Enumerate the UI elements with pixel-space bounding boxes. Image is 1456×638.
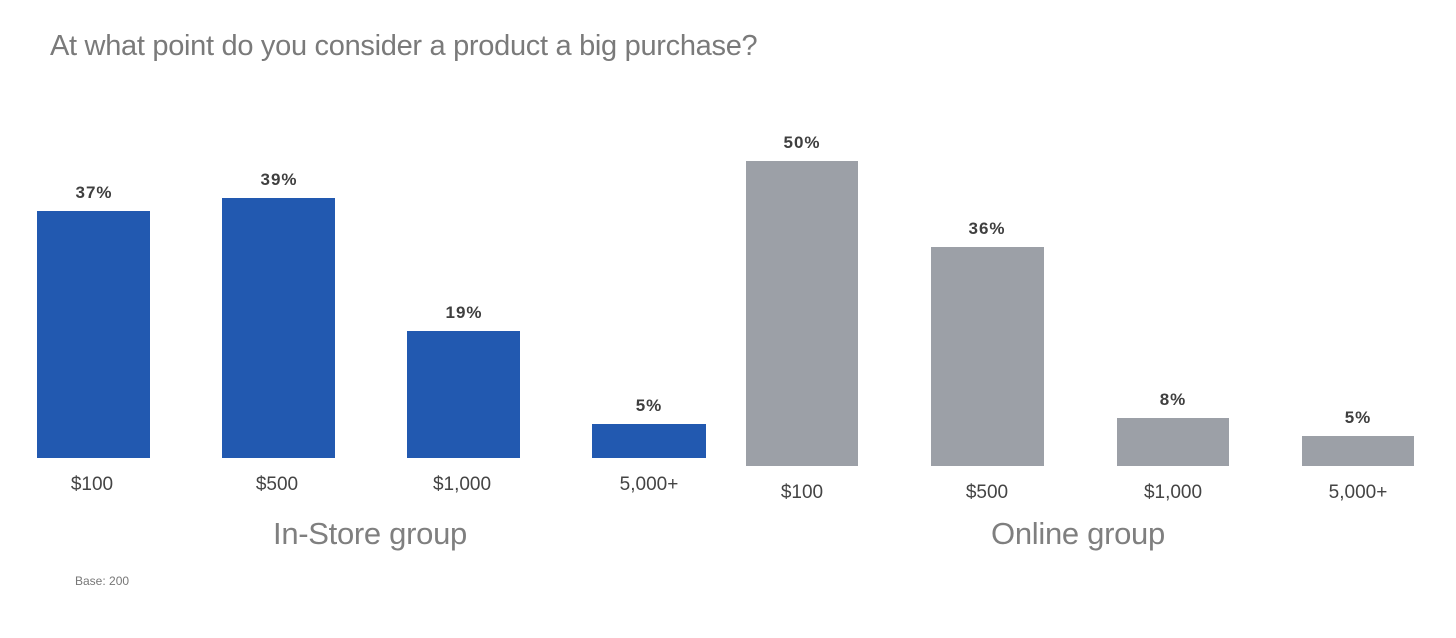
bar-in-store-100 [37,211,150,458]
bar-online-1000 [1117,418,1229,466]
bar-value-label: 37% [75,183,113,202]
bar-in-store-5000-plus [592,424,706,458]
bar-value-label: 19% [445,303,483,322]
bar-online-5000-plus [1302,436,1414,466]
bar-value-label: 8% [1159,390,1187,409]
category-label: $1,000 [1143,482,1203,503]
bar-in-store-1000 [407,331,520,458]
bar-online-100 [746,161,858,466]
category-label: 5,000+ [619,474,679,495]
chart-title: At what point do you consider a product … [50,30,758,62]
bar-value-label: 50% [783,133,821,152]
bar-value-label: 39% [260,170,298,189]
bar-online-500 [931,247,1044,466]
group-label-online: Online group [991,516,1165,551]
bar-value-label: 5% [635,396,663,415]
category-label: $1,000 [432,474,492,495]
category-label: $100 [780,482,824,503]
bar-value-label: 5% [1344,408,1372,427]
bar-in-store-500 [222,198,335,458]
group-label-in-store: In-Store group [273,516,467,551]
category-label: $500 [255,474,299,495]
category-label: 5,000+ [1328,482,1388,503]
category-label: $500 [965,482,1009,503]
base-footnote: Base: 200 [75,574,130,588]
bar-value-label: 36% [968,219,1006,238]
category-label: $100 [70,474,114,495]
